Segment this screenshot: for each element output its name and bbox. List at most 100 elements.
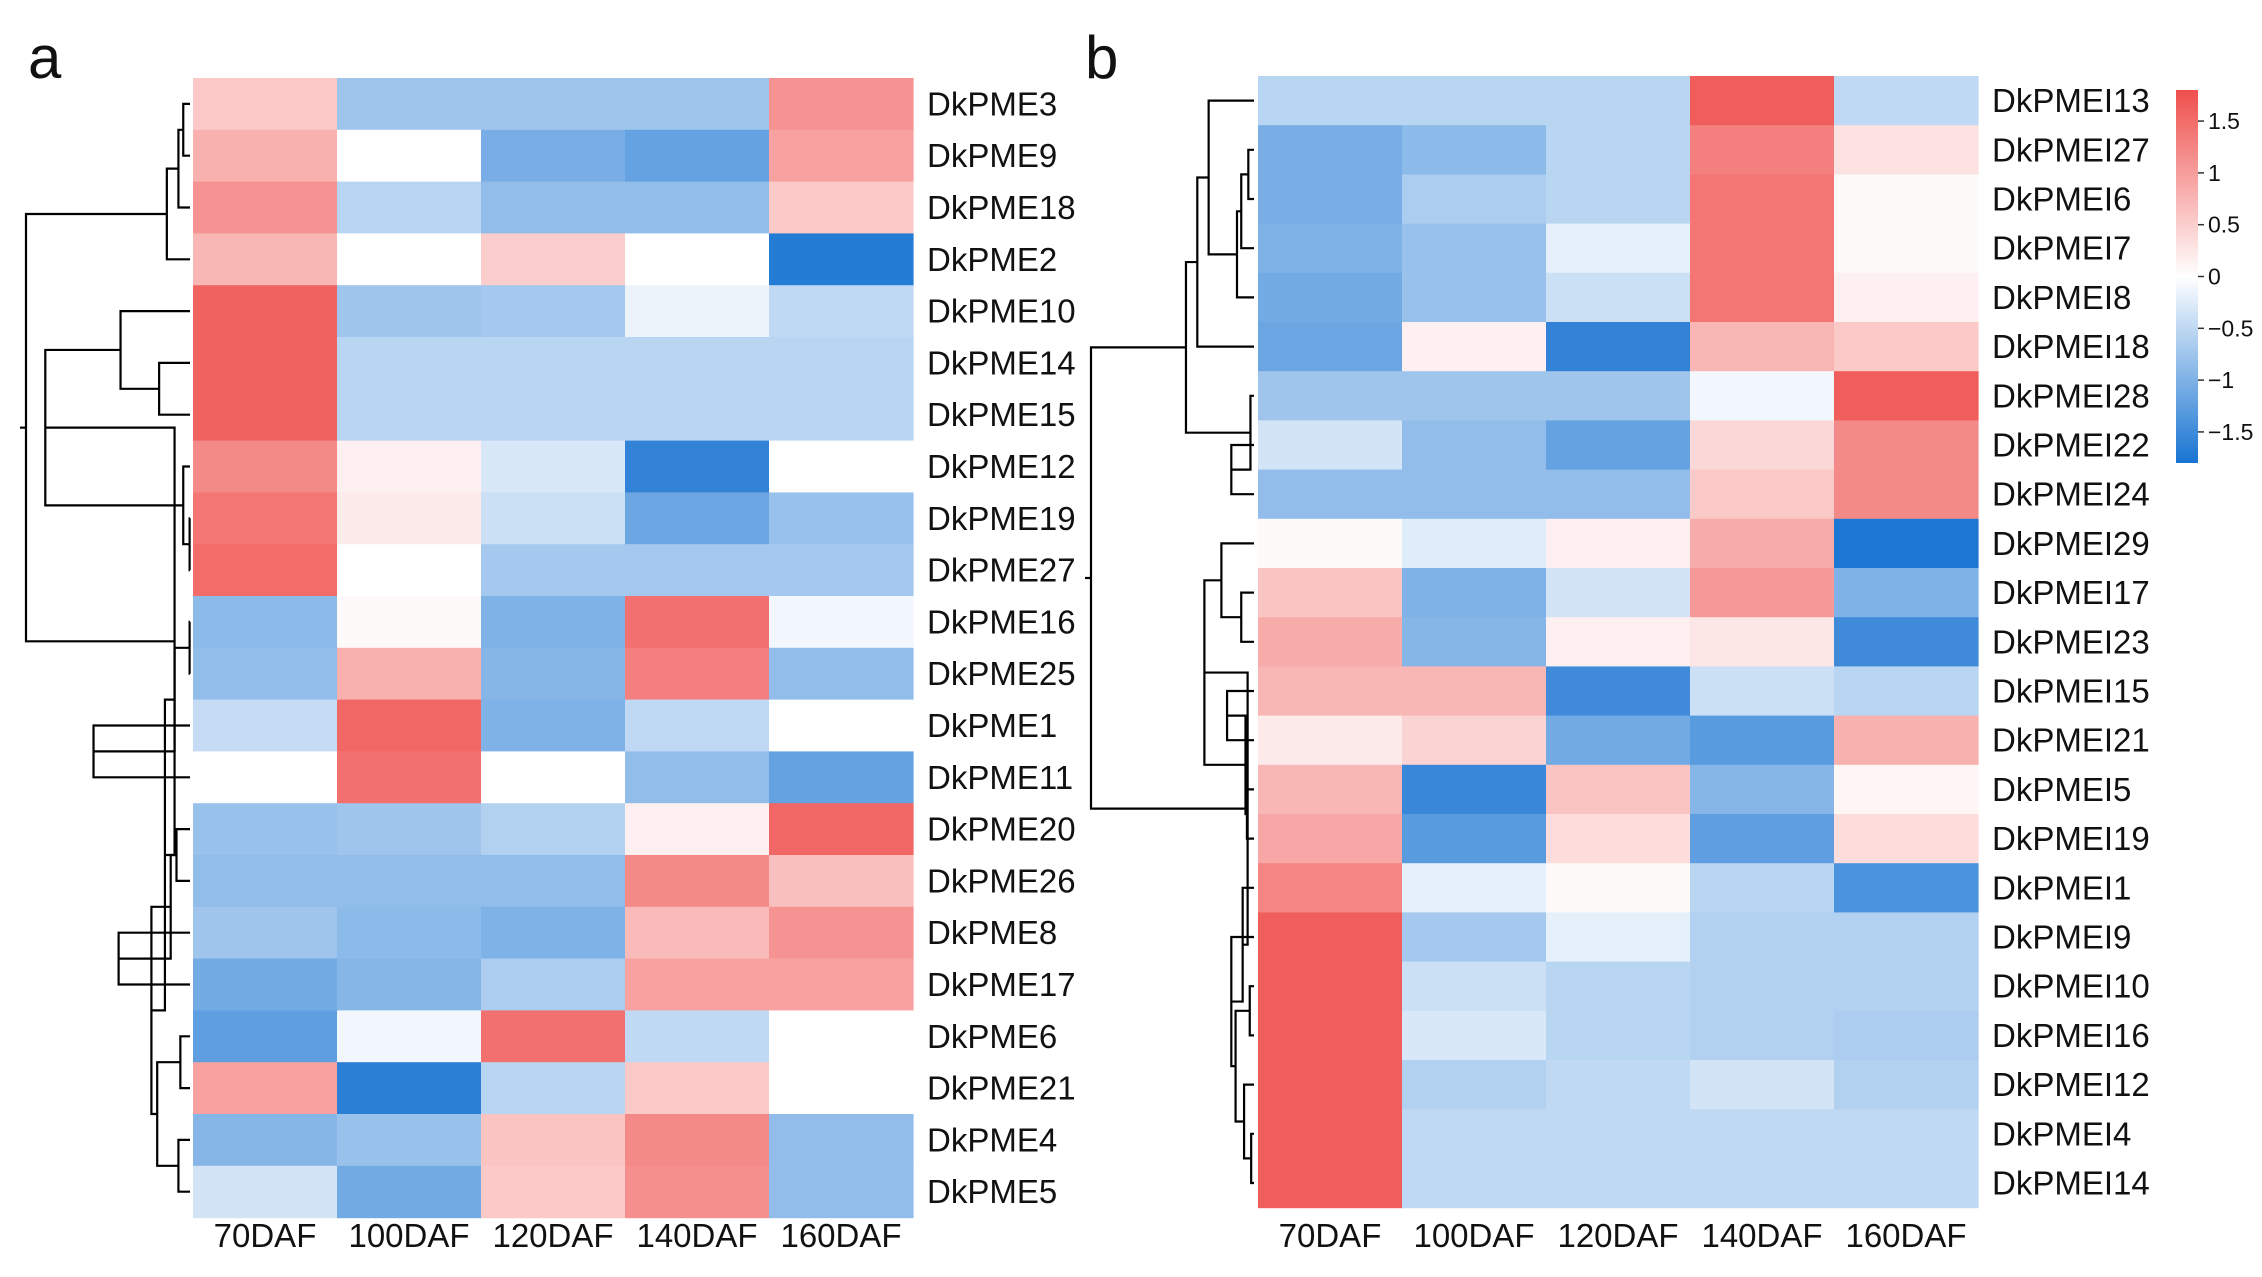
heatmap-cell-DkPME6-160DAF xyxy=(769,1010,914,1063)
dendrogram-branch-a-14 xyxy=(179,1035,190,1090)
heatmap-cell-DkPMEI28-160DAF xyxy=(1834,371,1979,421)
heatmap-cell-DkPMEI15-160DAF xyxy=(1834,666,1979,717)
dendrogram-branch-a-11 xyxy=(175,828,190,882)
heatmap-b-dendrogram xyxy=(1085,99,1254,1185)
row-label-DkPME1: DkPME1 xyxy=(927,707,1057,744)
heatmap-cell-DkPMEI19-140DAF xyxy=(1690,814,1835,864)
heatmap-cell-DkPME17-70DAF xyxy=(193,958,338,1011)
dendrogram-branch-b-7 xyxy=(1184,260,1251,434)
heatmap-cell-DkPMEI21-100DAF xyxy=(1402,715,1547,766)
heatmap-cell-DkPME20-100DAF xyxy=(337,803,482,856)
heatmap-cell-DkPMEI17-100DAF xyxy=(1402,568,1547,618)
heatmap-cell-DkPME10-100DAF xyxy=(337,285,482,338)
row-label-DkPMEI19: DkPMEI19 xyxy=(1992,820,2150,857)
heatmap-cell-DkPME5-140DAF xyxy=(625,1165,770,1219)
heatmap-cell-DkPME27-70DAF xyxy=(193,544,338,597)
heatmap-cell-DkPMEI9-100DAF xyxy=(1402,912,1547,963)
row-label-DkPME27: DkPME27 xyxy=(927,552,1076,589)
dendrogram-branch-b-5 xyxy=(1230,443,1254,496)
column-label-160DAF: 160DAF xyxy=(780,1217,901,1254)
heatmap-cell-DkPME1-160DAF xyxy=(769,699,914,752)
panel-a-label: a xyxy=(28,24,62,91)
dendrogram-branch-b-12 xyxy=(1227,714,1247,816)
heatmap-cell-DkPME15-120DAF xyxy=(481,388,626,442)
dendrogram-branch-b-2 xyxy=(1235,210,1254,299)
heatmap-cell-DkPME25-120DAF xyxy=(481,647,626,701)
heatmap-cell-DkPME20-140DAF xyxy=(625,803,770,856)
heatmap-cell-DkPME15-160DAF xyxy=(769,388,914,442)
heatmap-cell-DkPMEI5-140DAF xyxy=(1690,764,1835,815)
heatmap-cell-DkPMEI23-140DAF xyxy=(1690,617,1835,667)
heatmap-cell-DkPME11-160DAF xyxy=(769,751,914,804)
heatmap-cell-DkPME8-140DAF xyxy=(625,906,770,960)
dendrogram-branch-b-3 xyxy=(1207,99,1254,256)
heatmap-cell-DkPME18-120DAF xyxy=(481,181,626,234)
dendrogram-branch-b-13 xyxy=(1203,579,1246,766)
heatmap-cell-DkPMEI14-140DAF xyxy=(1690,1158,1835,1209)
heatmap-cell-DkPMEI4-70DAF xyxy=(1258,1109,1403,1159)
row-label-DkPME18: DkPME18 xyxy=(927,189,1076,226)
heatmap-cell-DkPME3-160DAF xyxy=(769,78,914,131)
heatmap-cell-DkPME25-100DAF xyxy=(337,647,482,701)
heatmap-cell-DkPMEI7-120DAF xyxy=(1546,223,1691,274)
heatmap-cell-DkPME16-70DAF xyxy=(193,596,338,649)
heatmap-cell-DkPMEI9-120DAF xyxy=(1546,912,1691,963)
heatmap-cell-DkPME12-160DAF xyxy=(769,440,914,493)
heatmap-cell-DkPME18-70DAF xyxy=(193,181,338,234)
heatmap-cell-DkPME6-70DAF xyxy=(193,1010,338,1063)
heatmap-cell-DkPMEI22-100DAF xyxy=(1402,420,1547,471)
heatmap-cell-DkPME5-120DAF xyxy=(481,1165,626,1219)
heatmap-cell-DkPMEI23-120DAF xyxy=(1546,617,1691,667)
heatmap-cell-DkPMEI8-100DAF xyxy=(1402,272,1547,323)
heatmap-cell-DkPMEI10-100DAF xyxy=(1402,961,1547,1012)
heatmap-cell-DkPME26-140DAF xyxy=(625,855,770,908)
heatmap-cell-DkPMEI19-100DAF xyxy=(1402,814,1547,864)
dendrogram-branch-b-21 xyxy=(1089,346,1248,810)
heatmap-cell-DkPMEI24-100DAF xyxy=(1402,469,1547,520)
heatmap-cell-DkPME21-70DAF xyxy=(193,1062,338,1115)
heatmap-cell-DkPMEI21-160DAF xyxy=(1834,715,1979,766)
heatmap-cell-DkPME9-70DAF xyxy=(193,129,338,183)
heatmap-cell-DkPME26-70DAF xyxy=(193,855,338,908)
dendrogram-branch-a-19 xyxy=(45,426,176,857)
heatmap-cell-DkPME6-120DAF xyxy=(481,1010,626,1063)
heatmap-cell-DkPMEI6-70DAF xyxy=(1258,174,1403,225)
column-label-140DAF: 140DAF xyxy=(1701,1217,1822,1254)
heatmap-cell-DkPME12-100DAF xyxy=(337,440,482,493)
dendrogram-branch-b-16 xyxy=(1242,1083,1254,1160)
panel-b-label: b xyxy=(1085,24,1118,91)
row-label-DkPMEI13: DkPMEI13 xyxy=(1992,82,2150,119)
heatmap-cell-DkPME19-70DAF xyxy=(193,492,338,545)
heatmap-cell-DkPMEI7-140DAF xyxy=(1690,223,1835,274)
row-label-DkPME9: DkPME9 xyxy=(927,137,1057,174)
row-label-DkPMEI8: DkPMEI8 xyxy=(1992,279,2131,316)
heatmap-cell-DkPME1-70DAF xyxy=(193,699,338,752)
heatmap-cell-DkPME20-70DAF xyxy=(193,803,338,856)
dendrogram-branch-b-0 xyxy=(1247,148,1254,201)
heatmap-cell-DkPME25-70DAF xyxy=(193,647,338,701)
dendrogram-branch-a-0 xyxy=(182,102,190,157)
heatmap-cell-DkPMEI12-100DAF xyxy=(1402,1060,1547,1110)
heatmap-b-column-labels: 70DAF 100DAF 120DAF 140DAF 160DAF xyxy=(1279,1217,1967,1254)
heatmap-cell-DkPME8-120DAF xyxy=(481,906,626,960)
color-legend-tick-label: 0.5 xyxy=(2208,212,2240,238)
dendrogram-branch-a-15 xyxy=(177,1138,190,1193)
row-label-DkPMEI24: DkPMEI24 xyxy=(1992,476,2150,513)
row-label-DkPMEI15: DkPMEI15 xyxy=(1992,673,2150,710)
heatmap-cell-DkPMEI18-70DAF xyxy=(1258,322,1403,372)
heatmap-cell-DkPME3-140DAF xyxy=(625,78,770,131)
heatmap-cell-DkPMEI12-140DAF xyxy=(1690,1060,1835,1110)
dendrogram-branch-b-17 xyxy=(1234,1009,1250,1123)
row-label-DkPME12: DkPME12 xyxy=(927,448,1076,485)
heatmap-cell-DkPMEI16-120DAF xyxy=(1546,1010,1691,1061)
row-label-DkPMEI21: DkPMEI21 xyxy=(1992,722,2150,759)
heatmap-cell-DkPME16-160DAF xyxy=(769,596,914,649)
heatmap-cell-DkPMEI5-160DAF xyxy=(1834,764,1979,815)
row-label-DkPME2: DkPME2 xyxy=(927,241,1057,278)
heatmap-cell-DkPMEI22-160DAF xyxy=(1834,420,1979,471)
heatmap-cell-DkPMEI6-100DAF xyxy=(1402,174,1547,225)
heatmap-cell-DkPME5-70DAF xyxy=(193,1165,338,1219)
heatmap-cell-DkPMEI22-120DAF xyxy=(1546,420,1691,471)
heatmap-cell-DkPMEI17-140DAF xyxy=(1690,568,1835,618)
row-label-DkPMEI14: DkPMEI14 xyxy=(1992,1165,2150,1202)
